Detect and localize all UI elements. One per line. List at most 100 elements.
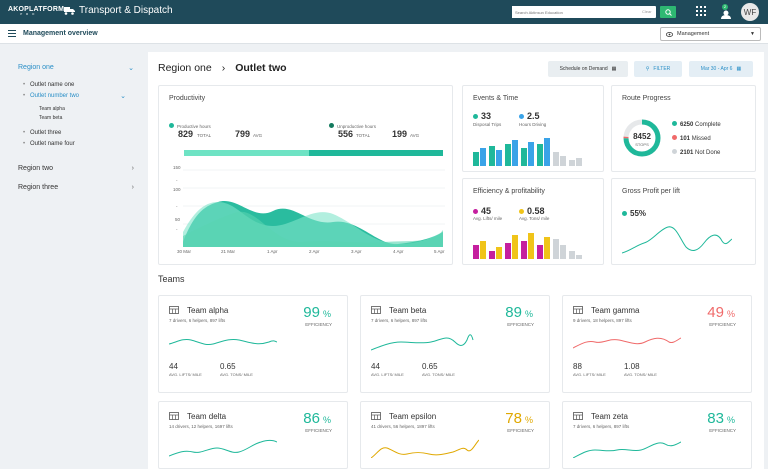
team-efficiency: 86%	[303, 410, 331, 427]
breadcrumb: Region one › Outlet two	[158, 62, 287, 74]
route-not-done: 2101 Not Done	[672, 149, 720, 156]
events-bar-chart	[473, 138, 582, 166]
tons-per-mile-value: 0.58	[519, 206, 545, 216]
productive-hours-label: Productive hours	[169, 123, 211, 129]
chevron-down-icon[interactable]: ⌄	[120, 93, 126, 100]
avg-lifts-value: 44	[169, 362, 178, 371]
chevron-right-icon[interactable]: ›	[131, 184, 134, 191]
sidebar-region-one[interactable]: Region one	[18, 64, 54, 71]
route-progress-title: Route Progress	[622, 95, 671, 102]
productivity-card: Productivity Productive hours 829 TOTAL …	[158, 85, 453, 265]
team-icon	[169, 412, 179, 420]
x-tick: 21 Mar	[221, 249, 236, 254]
team-card-beta[interactable]: Team beta 7 drivers, 6 helpers, 897 lift…	[360, 295, 550, 393]
team-efficiency: 83%	[707, 410, 735, 427]
stops-label: STOPS	[635, 142, 649, 147]
view-dropdown[interactable]: Management ▼	[660, 27, 761, 41]
eye-icon	[666, 31, 673, 37]
x-tick: 4 Apr	[393, 249, 404, 254]
sidebar-team-beta[interactable]: Team beta	[39, 115, 63, 121]
team-icon	[169, 306, 179, 314]
team-card-epsilon[interactable]: Team epsilon 41 drivers, 56 helpers, 189…	[360, 401, 550, 469]
sidebar-outlet-two[interactable]: Outlet number two	[23, 93, 79, 99]
tons-per-mile-label: Avg. Tons/ mile	[519, 216, 550, 221]
gross-profit-title: Gross Profit per lift	[622, 188, 680, 195]
productivity-title: Productivity	[169, 95, 206, 102]
menu-icon[interactable]	[8, 30, 16, 38]
calendar-icon: ▦	[736, 66, 742, 72]
user-notification-icon	[721, 10, 731, 19]
apps-grid-icon[interactable]	[696, 6, 706, 16]
total-label: TOTAL	[356, 133, 371, 138]
avg-label: AVG	[253, 133, 263, 138]
lifts-per-mile-label: Avg. Lifts/ mile	[473, 216, 503, 221]
breadcrumb-outlet: Outlet two	[235, 62, 287, 74]
search-input[interactable]	[512, 6, 632, 18]
view-dropdown-label: Management	[677, 31, 710, 37]
sidebar-region-two[interactable]: Region two	[18, 165, 54, 172]
app-title: Transport & Dispatch	[64, 5, 173, 16]
filter-label: FILTER	[653, 66, 671, 72]
team-card-delta[interactable]: Team delta 14 drivers, 12 helpers, 1697 …	[158, 401, 348, 469]
avg-tons-label: AVG. TONS/ MILE	[422, 372, 455, 377]
team-sparkline	[169, 339, 277, 345]
team-efficiency: 89%	[505, 304, 533, 321]
team-name: Team gamma	[591, 306, 640, 315]
schedule-label: Schedule on Demand	[559, 66, 608, 72]
truck-icon	[64, 7, 75, 15]
team-card-zeta[interactable]: Team zeta 7 drivers, 6 helpers, 897 lift…	[562, 401, 752, 469]
team-efficiency: 99%	[303, 304, 331, 321]
sub-bar: Management overview	[0, 24, 768, 44]
chevron-right-icon[interactable]: ›	[131, 165, 134, 172]
efficiency-bar-chart	[473, 233, 582, 259]
notification-badge: 2	[722, 4, 728, 10]
sidebar-region-three[interactable]: Region three	[18, 184, 59, 191]
caret-down-icon: ▼	[750, 31, 755, 37]
team-summary: 7 drivers, 6 helpers, 897 lifts	[169, 318, 226, 323]
team-card-alpha[interactable]: Team alpha 7 drivers, 6 helpers, 897 lif…	[158, 295, 348, 393]
x-tick: 30 Mar	[177, 249, 192, 254]
efficiency-label: EFFICIENCY	[507, 428, 534, 433]
productive-total: 829	[178, 129, 194, 139]
user-avatar[interactable]: WF	[741, 3, 759, 21]
unproductive-total: 556	[338, 129, 354, 139]
notifications-button[interactable]	[718, 6, 732, 20]
sidebar-outlet-three[interactable]: Outlet three	[23, 130, 61, 136]
avg-lifts-label: AVG. LIFTS/ MILE	[169, 372, 202, 377]
stops-value: 8452	[633, 132, 651, 141]
route-complete: 6250 Complete	[672, 121, 721, 128]
gross-profit-value: 55%	[622, 209, 646, 218]
team-summary: 9 drivers, 18 helpers, 897 lifts	[573, 318, 632, 323]
filter-icon: ⚲	[645, 66, 650, 72]
search-button[interactable]	[660, 6, 676, 18]
sidebar-outlet-one[interactable]: Outlet name one	[23, 82, 74, 88]
efficiency-label: EFFICIENCY	[305, 322, 332, 327]
disposal-trips-value: 33	[473, 111, 491, 121]
brand-logo[interactable]: AKOPLATFORM P R O	[8, 6, 64, 19]
team-card-gamma[interactable]: Team gamma 9 drivers, 18 helpers, 897 li…	[562, 295, 752, 393]
page-title: Management overview	[23, 30, 98, 37]
sidebar-team-alpha[interactable]: Team alpha	[39, 106, 65, 112]
avg-tons-value: 0.65	[220, 362, 236, 371]
search-clear[interactable]: Clear	[642, 9, 652, 14]
total-label: TOTAL	[197, 133, 212, 138]
hours-driving-value: 2.5	[519, 111, 540, 121]
chevron-down-icon[interactable]: ⌄	[128, 65, 134, 72]
date-range-button[interactable]: Mar 30 - Apr 6 ▦	[689, 61, 753, 77]
unproductive-ratio-bar	[309, 150, 443, 156]
x-tick: 3 Apr	[351, 249, 362, 254]
team-summary: 41 drivers, 56 helpers, 1897 lifts	[371, 424, 435, 429]
x-tick: 5 Apr	[434, 249, 445, 254]
sidebar-outlet-four[interactable]: Outlet name four	[23, 141, 75, 147]
search-icon	[664, 8, 672, 16]
route-donut-chart	[623, 119, 661, 157]
avg-lifts-value: 88	[573, 362, 582, 371]
team-summary: 14 drivers, 12 helpers, 1697 lifts	[169, 424, 233, 429]
team-sparkline	[573, 337, 681, 349]
filter-button[interactable]: ⚲ FILTER	[634, 61, 682, 77]
schedule-on-demand-button[interactable]: Schedule on Demand ▦	[548, 61, 628, 77]
events-title: Events & Time	[473, 95, 519, 102]
efficiency-card: Efficiency & profitability 45 Avg. Lifts…	[462, 178, 604, 265]
breadcrumb-region[interactable]: Region one	[158, 62, 212, 74]
